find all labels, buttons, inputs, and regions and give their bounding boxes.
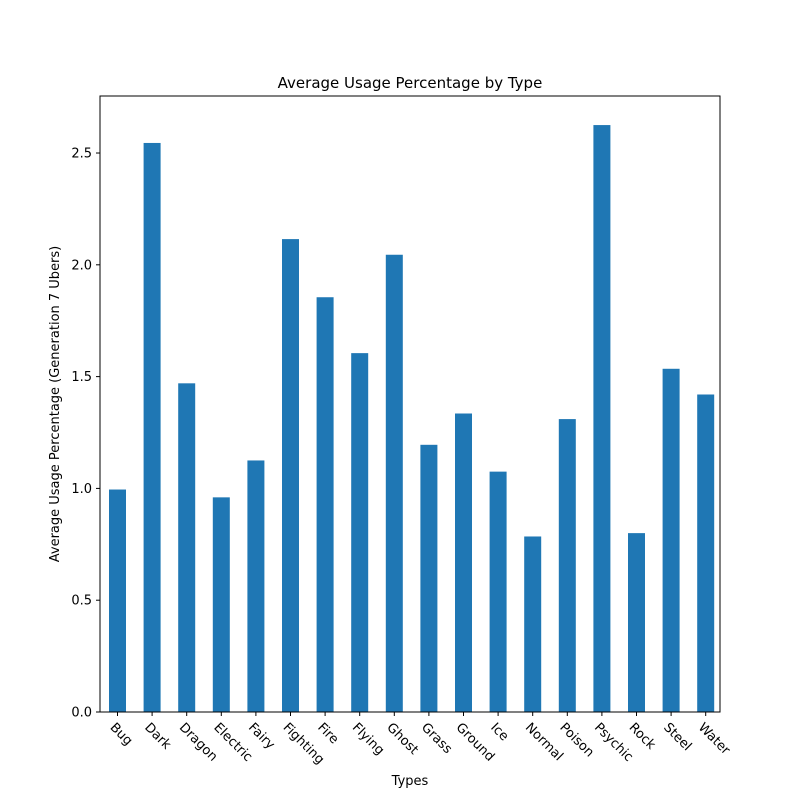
bar-electric: [212, 497, 230, 712]
bar-rock: [628, 533, 645, 712]
bar-flying: [351, 353, 369, 712]
bar-ice: [489, 471, 507, 712]
y-tick-label: 1.5: [71, 370, 92, 385]
y-tick-label: 2.5: [71, 147, 92, 162]
bar-normal: [524, 536, 542, 712]
bar-steel: [662, 368, 680, 712]
bar-ghost: [385, 254, 403, 713]
bar-water: [697, 394, 715, 712]
y-tick-label: 2.0: [71, 258, 92, 273]
bar-grass: [420, 444, 438, 712]
bars-group: [109, 125, 715, 713]
x-tick-label: Dark: [141, 720, 174, 753]
bar-poison: [558, 419, 576, 712]
bar-dragon: [178, 383, 196, 712]
bar-fighting: [282, 239, 299, 712]
bar-ground: [455, 413, 472, 712]
x-tick-label: Ice: [487, 720, 511, 744]
y-axis-label: Average Usage Percentage (Generation 7 U…: [48, 246, 63, 563]
y-tick-label: 1.0: [71, 482, 92, 497]
x-tick-label: Flying: [349, 720, 387, 758]
x-tick-label: Bug: [107, 720, 136, 749]
y-tick-label: 0.5: [71, 594, 92, 609]
plot-frame: [99, 95, 721, 713]
x-tick-label: Fire: [314, 720, 341, 747]
chart-title: Average Usage Percentage by Type: [278, 74, 543, 92]
x-tick-label: Ghost: [383, 720, 421, 758]
x-tick-label: Steel: [660, 720, 694, 754]
y-tick-label: 0.0: [71, 706, 92, 721]
x-axis-label: Types: [391, 774, 429, 789]
bar-dark: [143, 142, 161, 713]
bar-psychic: [593, 125, 611, 713]
bar-fairy: [247, 460, 265, 712]
bar-fire: [316, 297, 334, 712]
bar-bug: [109, 489, 126, 712]
x-tick-label: Water: [695, 720, 733, 758]
x-tick-label: Grass: [418, 720, 455, 757]
y-axis-ticks: 0.0 0.5 1.0 1.5 2.0 2.5: [71, 147, 100, 721]
